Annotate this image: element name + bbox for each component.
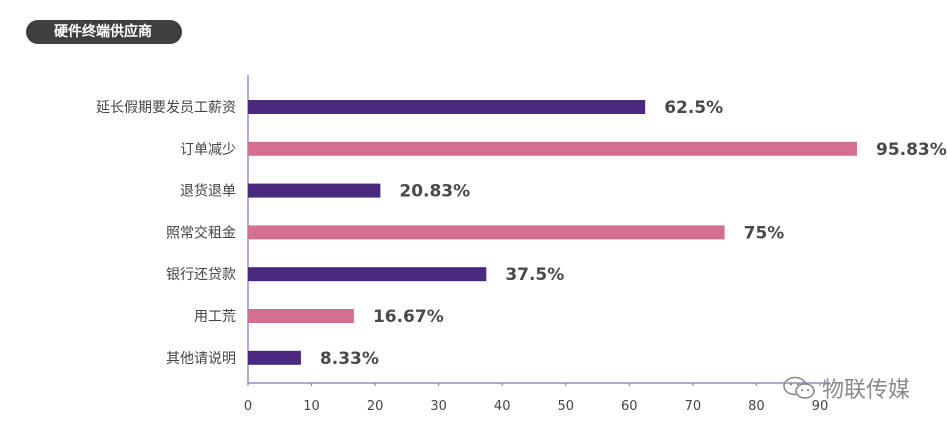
- x-tick-label: 20: [367, 399, 384, 414]
- wechat-icon: [783, 376, 815, 399]
- category-label: 用工荒: [194, 309, 236, 325]
- bar: [248, 267, 487, 282]
- bar: [248, 350, 301, 365]
- category-label: 延长假期要发员工薪资: [96, 100, 236, 116]
- bar: [248, 309, 354, 323]
- x-tick-label: 90: [812, 399, 829, 414]
- category-label: 退货退单: [180, 183, 236, 200]
- watermark: 物联传媒: [782, 372, 910, 404]
- x-tick-label: 10: [303, 399, 320, 414]
- x-tick-label: 80: [748, 399, 765, 414]
- category-label: 照常交租金: [166, 224, 236, 241]
- category-label: 订单减少: [180, 142, 236, 158]
- value-label: 20.83%: [399, 182, 470, 202]
- value-label: 16.67%: [373, 307, 444, 327]
- value-label: 8.33%: [320, 349, 379, 369]
- x-tick-label: 60: [621, 399, 638, 414]
- value-label: 75%: [744, 223, 785, 243]
- category-label: 其他请说明: [166, 351, 236, 367]
- watermark-text: 物联传媒: [822, 378, 911, 403]
- value-label: 37.5%: [505, 265, 564, 285]
- x-tick-label: 30: [430, 399, 447, 414]
- x-tick-label: 40: [494, 399, 511, 414]
- x-tick-label: 50: [557, 399, 574, 414]
- chart-title: 硬件终端供应商: [26, 20, 182, 44]
- x-tick-label: 70: [685, 399, 702, 414]
- value-label: 62.5%: [664, 98, 723, 118]
- bar: [248, 225, 725, 240]
- bar: [248, 100, 646, 114]
- x-tick-label: 0: [244, 399, 252, 414]
- bar: [248, 141, 857, 156]
- category-label: 银行还贷款: [166, 267, 236, 283]
- value-label: 95.83%: [876, 140, 947, 160]
- bar: [248, 183, 381, 198]
